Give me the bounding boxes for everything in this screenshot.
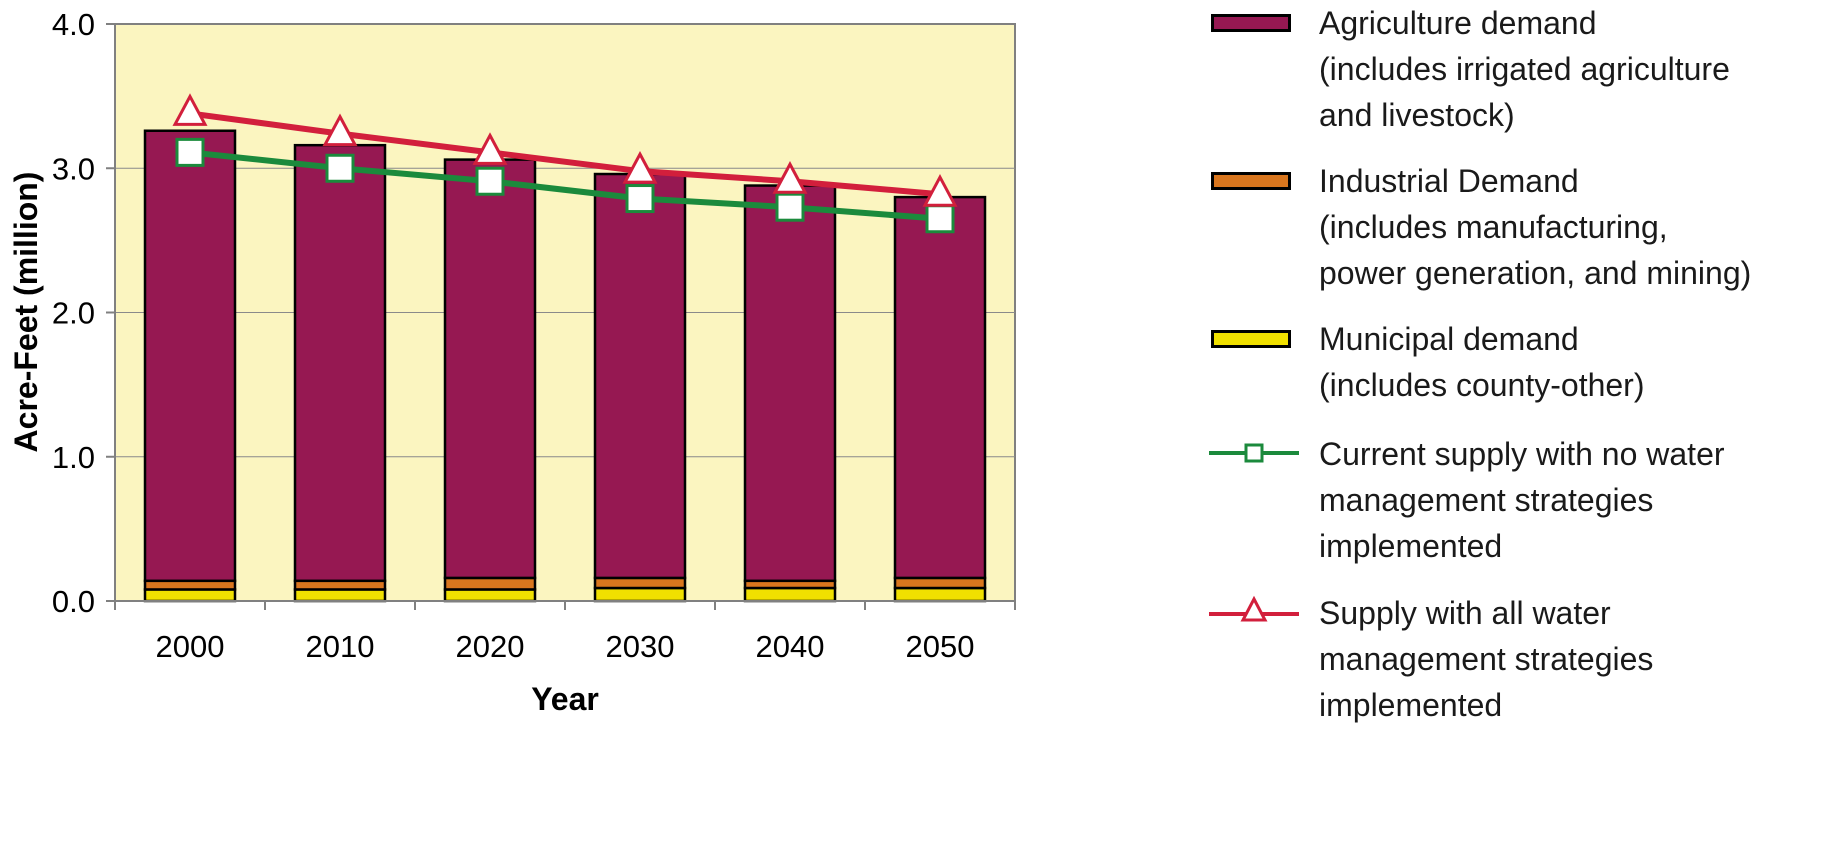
bar-agriculture [743,184,837,583]
bar-industrial [593,576,687,590]
bar-agriculture [293,143,387,583]
bar-municipal [743,586,837,603]
legend-label-current-supply: Current supply with no water management … [1319,436,1725,564]
bar-municipal [143,588,237,603]
x-tick-label: 2020 [456,629,525,664]
y-tick-label: 1.0 [52,440,95,475]
bar-municipal [293,588,387,603]
chart: 0.0 1.0 2.0 3.0 4.0 2000 2010 2020 2030 2040 2050… [8,7,1016,717]
marker-square [625,184,655,214]
marker-triangle [172,93,208,126]
x-axis-title: Year [531,681,599,717]
marker-triangle [922,174,958,207]
bar-industrial [293,579,387,591]
bar-municipal [443,588,537,603]
marker-square [475,166,505,196]
bar-industrial [893,576,987,590]
marker-square [325,153,355,183]
legend-swatch-municipal [1211,330,1291,348]
line-all-strategies [189,110,941,198]
bar-industrial [143,579,237,591]
marker-square [925,204,955,234]
legend-swatch-industrial [1211,172,1291,190]
line-current-supply [189,149,941,222]
bar-municipal [893,586,987,603]
legend-label-agriculture: Agriculture demand (includes irrigated a… [1319,5,1730,133]
legend-label-industrial: Industrial Demand (includes manufacturin… [1319,163,1752,291]
x-tick-label: 2010 [306,629,375,664]
legend-label-all-strategies: Supply with all water management strateg… [1319,595,1654,723]
legend-label-municipal: Municipal demand (includes county-other) [1319,321,1645,403]
bar-agriculture [143,129,237,583]
marker-triangle [622,150,658,184]
y-tick-label: 3.0 [52,151,95,186]
legend-swatch-agriculture [1211,14,1291,32]
y-tick-label: 4.0 [52,7,95,42]
bar-municipal [593,586,687,603]
legend-marker-square [1209,443,1299,463]
marker-square [175,137,205,167]
bar-agriculture [593,172,687,580]
bar-industrial [443,576,537,591]
marker-triangle [772,161,808,194]
x-tick-label: 2030 [606,629,675,664]
legend-marker-triangle [1209,595,1299,622]
bar-agriculture [443,158,537,580]
y-tick-label: 0.0 [52,584,95,619]
marker-square [775,192,805,222]
y-tick-label: 2.0 [52,296,95,331]
x-tick-label: 2000 [156,629,225,664]
bar-agriculture [893,195,987,580]
x-tick-label: 2040 [756,629,825,664]
marker-triangle [322,113,358,147]
marker-triangle [472,132,508,165]
y-axis-title: Acre-Feet (million) [8,172,44,453]
x-tick-label: 2050 [906,629,975,664]
